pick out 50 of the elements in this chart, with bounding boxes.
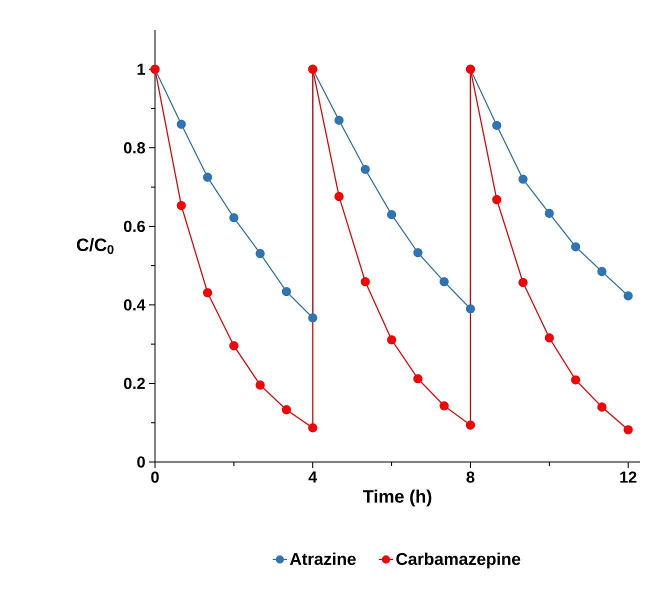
point — [571, 242, 580, 252]
point — [518, 278, 528, 288]
point — [466, 420, 476, 430]
point — [413, 248, 422, 258]
point — [597, 266, 606, 276]
y-tick-label: 0 — [137, 456, 145, 468]
point — [176, 200, 186, 210]
x-tick-label: 0 — [151, 471, 159, 483]
x-tick-label: 8 — [466, 471, 474, 483]
point — [440, 401, 449, 410]
point — [466, 304, 476, 314]
y-tick-label: 1 — [138, 64, 146, 75]
point — [334, 116, 344, 125]
point — [597, 402, 606, 412]
x-tick-label: 12 — [620, 471, 636, 483]
point — [360, 164, 370, 174]
point — [308, 423, 318, 432]
point — [440, 277, 449, 286]
y-tick-label: 0.4 — [124, 299, 146, 311]
point — [256, 248, 265, 258]
point — [544, 208, 554, 218]
point — [624, 425, 633, 434]
point — [387, 335, 396, 344]
point — [492, 120, 502, 130]
point — [413, 374, 422, 384]
y-axis-title: C/C$_{0}$ — [76, 238, 114, 254]
point — [229, 213, 238, 222]
point — [176, 120, 186, 129]
point — [624, 291, 633, 300]
x-tick-label: 4 — [308, 471, 318, 482]
point — [308, 313, 318, 322]
y-tick-label: 0.6 — [124, 220, 145, 232]
point — [571, 375, 580, 384]
point — [387, 210, 396, 220]
point — [334, 192, 344, 202]
point — [360, 277, 370, 286]
point — [518, 174, 528, 184]
legend-label: Carbamazepine — [396, 552, 520, 568]
point — [492, 195, 502, 204]
point — [256, 380, 265, 390]
point — [202, 172, 212, 182]
y-tick-label: 0.2 — [124, 378, 145, 390]
point — [282, 286, 292, 296]
point — [229, 341, 238, 350]
x-axis-title: Time (h) — [363, 490, 432, 506]
legend-label: Atrazine — [290, 552, 356, 566]
y-tick-label: 0.8 — [124, 142, 146, 154]
point — [202, 288, 212, 298]
point — [544, 333, 554, 342]
point — [282, 405, 292, 414]
